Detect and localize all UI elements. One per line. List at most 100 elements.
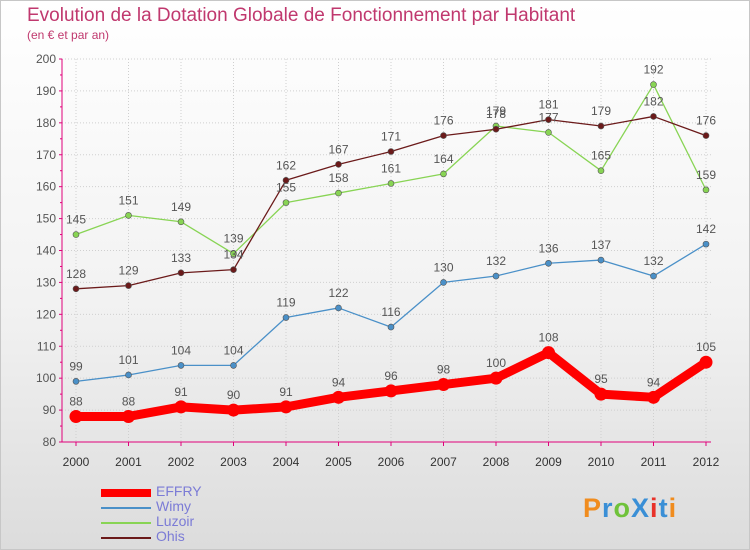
data-point: [440, 132, 447, 139]
data-point: [174, 400, 188, 414]
data-point: [387, 323, 395, 331]
data-label: 161: [381, 161, 401, 175]
data-label: 179: [591, 104, 611, 118]
data-point: [125, 282, 132, 289]
legend-swatch: [101, 537, 151, 539]
y-tick-label: 80: [43, 435, 57, 449]
data-point: [69, 409, 83, 423]
data-point: [650, 272, 657, 280]
data-label: 145: [66, 213, 86, 227]
x-tick-label: 2001: [115, 455, 142, 469]
data-label: 122: [328, 286, 348, 300]
data-label: 128: [66, 267, 86, 281]
data-point: [72, 378, 80, 385]
legend-label: Wimy: [156, 498, 191, 514]
data-label: 164: [433, 152, 453, 166]
y-tick-label: 160: [36, 180, 56, 194]
y-tick-label: 140: [36, 244, 56, 258]
data-label: 105: [696, 340, 716, 354]
data-label: 96: [384, 369, 398, 383]
data-label: 179: [486, 104, 506, 118]
data-label: 100: [486, 356, 506, 370]
logo-letter: i: [668, 493, 678, 523]
data-point: [545, 129, 552, 136]
legend-label: Luzoir: [156, 513, 195, 529]
y-tick-label: 120: [36, 307, 56, 321]
data-point: [335, 161, 342, 168]
x-tick-label: 2005: [325, 455, 352, 469]
data-point: [122, 409, 135, 423]
data-label: 158: [328, 171, 348, 185]
legend-swatch: [101, 522, 151, 524]
proxiti-logo: ProXiti: [583, 493, 677, 524]
data-label: 130: [433, 260, 453, 274]
x-tick-label: 2004: [273, 455, 300, 469]
data-label: 108: [538, 331, 558, 345]
data-point: [387, 148, 395, 155]
data-point: [699, 355, 713, 369]
data-point: [650, 113, 657, 120]
data-point: [545, 259, 552, 267]
data-label: 119: [276, 296, 295, 310]
data-label: 171: [381, 130, 401, 144]
data-point: [597, 256, 605, 264]
x-tick-label: 2009: [535, 455, 562, 469]
data-point: [542, 346, 555, 360]
data-label: 101: [118, 353, 138, 367]
data-label: 104: [223, 343, 243, 357]
data-label: 134: [223, 248, 243, 262]
data-point: [492, 272, 500, 280]
data-point: [282, 176, 290, 184]
data-label: 90: [227, 388, 241, 402]
data-label: 162: [276, 158, 296, 172]
data-label: 91: [279, 385, 293, 399]
legend-label: Ohis: [156, 528, 185, 544]
x-tick-label: 2012: [693, 455, 720, 469]
data-point: [647, 390, 660, 404]
x-tick-label: 2011: [641, 455, 667, 469]
data-label: 116: [381, 305, 400, 319]
data-label: 99: [69, 359, 83, 373]
y-tick-label: 170: [36, 148, 56, 162]
data-point: [594, 387, 608, 401]
data-point: [72, 231, 80, 238]
data-point: [597, 122, 605, 130]
data-point: [440, 170, 447, 178]
chart-subtitle: (en € et par an): [27, 28, 110, 42]
data-label: 176: [433, 114, 453, 128]
data-point: [702, 132, 710, 139]
x-tick-label: 2003: [220, 455, 247, 469]
data-label: 178: [486, 107, 506, 121]
chart-title: Evolution de la Dotation Globale de Fonc…: [27, 5, 576, 26]
logo-letter: o: [613, 493, 632, 523]
data-point: [384, 384, 398, 398]
legend-swatch: [101, 489, 151, 497]
data-label: 98: [437, 363, 451, 377]
data-point: [597, 167, 605, 175]
y-tick-label: 200: [36, 52, 56, 66]
x-tick-label: 2010: [588, 455, 615, 469]
data-point: [230, 266, 237, 273]
logo-letter: X: [631, 493, 651, 523]
y-tick-label: 130: [36, 275, 56, 289]
data-label: 165: [591, 149, 611, 163]
logo-letter: r: [602, 493, 614, 523]
data-label: 151: [118, 193, 138, 207]
x-tick-label: 2006: [378, 455, 405, 469]
legend-swatch: [101, 507, 151, 509]
logo-letter: P: [583, 493, 603, 523]
y-tick-label: 90: [43, 403, 57, 417]
x-tick-label: 2007: [430, 455, 457, 469]
data-point: [387, 180, 395, 187]
data-label: 88: [69, 394, 83, 408]
y-tick-label: 100: [36, 371, 56, 385]
data-label: 94: [332, 375, 346, 389]
data-label: 181: [538, 98, 558, 112]
data-label: 137: [591, 238, 611, 252]
y-tick-label: 150: [36, 212, 56, 226]
y-tick-label: 180: [36, 116, 56, 130]
data-label: 192: [643, 63, 663, 77]
y-tick-label: 190: [36, 84, 56, 98]
